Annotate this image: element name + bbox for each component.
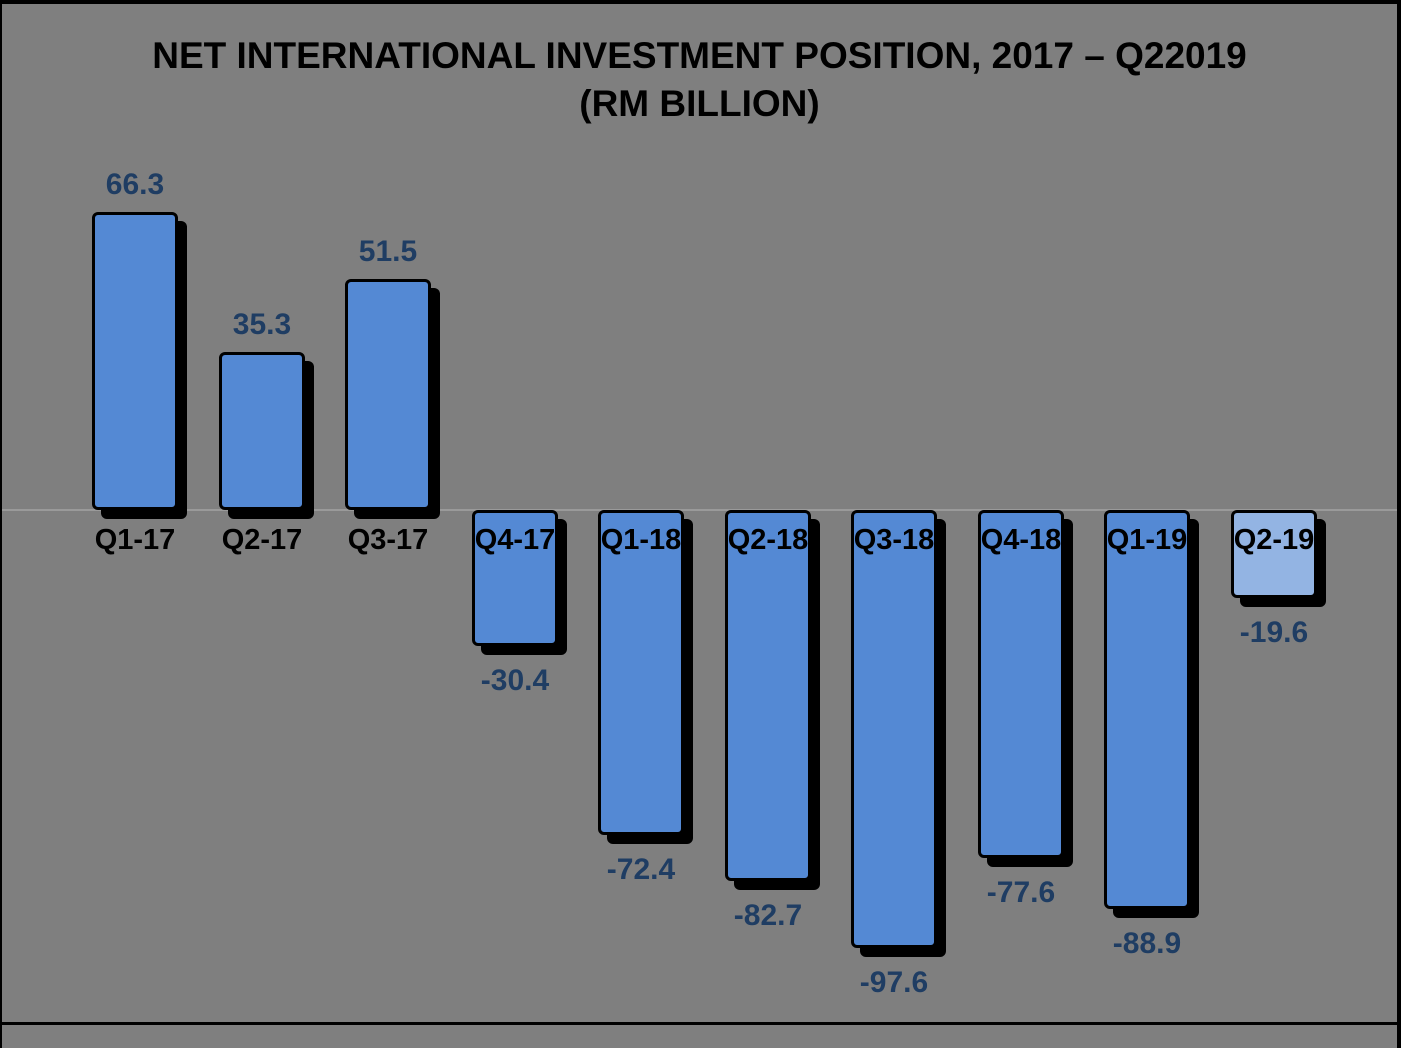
value-label-Q1-18: -72.4 xyxy=(606,853,676,886)
chart-title: NET INTERNATIONAL INVESTMENT POSITION, 2… xyxy=(152,35,1247,76)
value-label-Q3-17: 51.5 xyxy=(358,235,418,268)
value-label-Q3-18: -97.6 xyxy=(859,966,929,999)
category-label-Q2-18: Q2-18 xyxy=(727,524,809,556)
bar-Q2-18 xyxy=(725,510,811,881)
bar-Q3-18 xyxy=(851,510,937,948)
category-label-Q2-17: Q2-17 xyxy=(221,524,303,556)
category-label-Q1-17: Q1-17 xyxy=(94,524,176,556)
bar-Q4-18 xyxy=(978,510,1064,858)
category-label-Q3-18: Q3-18 xyxy=(853,524,935,556)
chart-title-block: NET INTERNATIONAL INVESTMENT POSITION, 2… xyxy=(2,32,1397,128)
bar-Q3-17 xyxy=(345,279,431,510)
bar-Q4-17 xyxy=(472,510,558,646)
value-label-Q2-17: 35.3 xyxy=(232,308,292,341)
bar-Q2-19 xyxy=(1231,510,1317,598)
chart-subtitle: (RM BILLION) xyxy=(579,83,820,124)
value-label-Q4-17: -30.4 xyxy=(480,664,550,697)
value-label-Q4-18: -77.6 xyxy=(986,876,1056,909)
category-label-Q4-17: Q4-17 xyxy=(474,524,556,556)
plot-area: Q1-17 66.3 Q2-17 35.3 Q3-17 51.5 Q4-17 -30.4 Q1-… xyxy=(2,4,1397,1048)
value-label-Q1-19: -88.9 xyxy=(1112,927,1182,960)
zero-axis-line xyxy=(2,509,1397,511)
value-label-Q2-19: -19.6 xyxy=(1239,616,1309,649)
category-label-Q1-18: Q1-18 xyxy=(600,524,682,556)
bar-Q1-17 xyxy=(92,212,178,510)
category-label-Q1-19: Q1-19 xyxy=(1106,524,1188,556)
category-label-Q2-19: Q2-19 xyxy=(1233,524,1315,556)
bar-Q1-19 xyxy=(1104,510,1190,909)
value-label-Q1-17: 66.3 xyxy=(105,168,165,201)
bar-Q2-17 xyxy=(219,352,305,510)
category-label-Q3-17: Q3-17 xyxy=(347,524,429,556)
chart-bottom-border xyxy=(2,1022,1397,1025)
value-label-Q2-18: -82.7 xyxy=(733,899,803,932)
category-label-Q4-18: Q4-18 xyxy=(980,524,1062,556)
bar-Q1-18 xyxy=(598,510,684,835)
